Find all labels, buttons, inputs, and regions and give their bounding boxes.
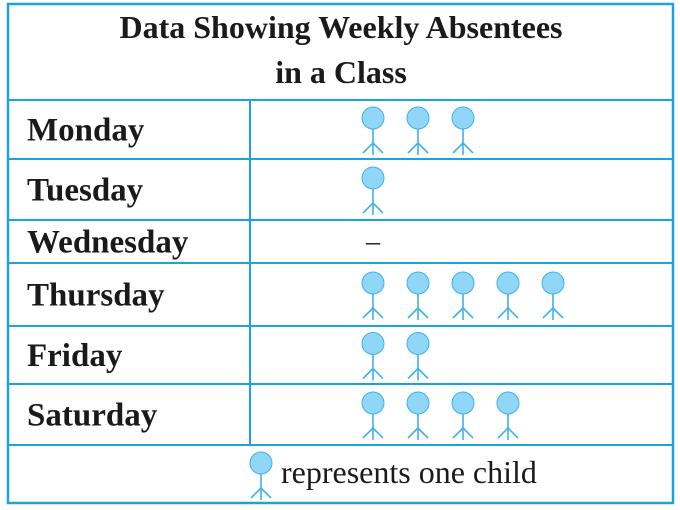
table-row: Wednesday –	[27, 225, 381, 261]
child-figure-icon	[361, 391, 385, 440]
child-figure-icon	[541, 271, 565, 320]
table-row: Friday	[27, 332, 430, 381]
day-label: Wednesday	[27, 225, 189, 261]
table-row: Thursday	[27, 271, 565, 320]
child-figure-icon	[249, 451, 273, 500]
table-rows: Monday Tuesday Wednesday – Thursday Friday Sat…	[27, 106, 565, 440]
table-grid	[6, 2, 675, 505]
child-figure-icon	[361, 166, 385, 215]
day-label: Tuesday	[27, 173, 144, 209]
day-label: Thursday	[27, 278, 165, 314]
child-figure-icon	[496, 391, 520, 440]
child-figure-icon	[361, 271, 385, 320]
chart-title-line1: Data Showing Weekly Absentees	[119, 9, 562, 45]
table-row: Saturday	[27, 391, 520, 440]
day-label: Saturday	[27, 398, 158, 434]
child-figure-icon	[496, 271, 520, 320]
child-figure-icon	[451, 391, 475, 440]
child-figure-icon	[451, 106, 475, 155]
key-label: represents one child	[281, 454, 537, 490]
table-border	[6, 2, 675, 505]
child-figure-icon	[406, 271, 430, 320]
key-row	[249, 451, 273, 500]
child-figure-icon	[406, 391, 430, 440]
day-label: Friday	[27, 338, 123, 374]
table-row: Tuesday	[27, 166, 385, 215]
day-label: Monday	[27, 113, 145, 149]
child-figure-icon	[451, 271, 475, 320]
child-figure-icon	[361, 332, 385, 381]
table-row: Monday	[27, 106, 475, 155]
child-figure-icon	[406, 106, 430, 155]
chart-title-line2: in a Class	[275, 54, 407, 90]
no-absentees-mark: –	[365, 227, 381, 258]
child-figure-icon	[406, 332, 430, 381]
child-figure-icon	[361, 106, 385, 155]
